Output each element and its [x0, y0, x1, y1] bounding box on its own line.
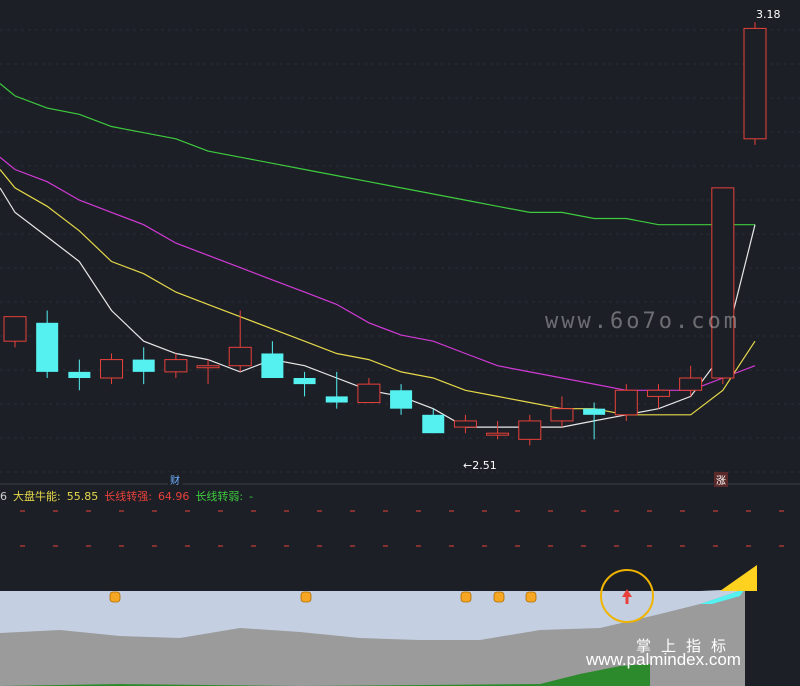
candle-body-up [453, 420, 477, 428]
watermark-brand-url: www.palmindex.com [586, 650, 741, 669]
longline-strong-value: 64.96 [157, 490, 190, 503]
candle-body-down [325, 396, 348, 403]
candle-body-up [679, 377, 703, 391]
hand-icon [300, 591, 312, 603]
low-price-label: ←2.51 [463, 459, 497, 472]
hand-icon [525, 591, 537, 603]
candle-body-up [550, 408, 574, 422]
candle-body-down [583, 408, 606, 415]
indicator-bar: 6 大盘牛能: 55.85 长线转强: 64.96 长线转弱: - [0, 488, 259, 504]
band-green [0, 664, 650, 686]
indicator-prefix: 6 [0, 490, 7, 503]
candle-body-up [3, 316, 27, 342]
longline-weak-label: 长线转弱: [195, 490, 244, 503]
event-tag-zhang[interactable]: 涨 [714, 472, 728, 487]
candle-body-down [293, 378, 316, 385]
candlesticks [3, 22, 767, 446]
candle-body-up [486, 432, 510, 436]
candle-body-up [196, 365, 220, 369]
dapan-value: 55.85 [66, 490, 99, 503]
high-price-label: 3.18 [756, 8, 781, 21]
candle-body-up [357, 383, 381, 404]
band-gray [0, 589, 745, 686]
candle-body-down [68, 371, 91, 378]
longline-strong-label: 长线转强: [104, 490, 152, 503]
up-arrow-icon [622, 589, 632, 604]
watermark-main: www.6o7o.com [545, 309, 740, 334]
indicator-dash-lines [20, 510, 784, 547]
candle-body-down [422, 414, 445, 434]
candle-body-down [36, 322, 59, 372]
watermark-brand-cn: 掌上指标 [636, 637, 737, 655]
hand-icon [493, 591, 505, 603]
ma_green-line [0, 83, 755, 226]
candle-body-down [261, 353, 284, 378]
hand-icon [109, 591, 121, 603]
candle-body-up [743, 27, 767, 140]
candle-body-up [228, 346, 252, 367]
candle-body-up [614, 389, 638, 416]
candle-body-down [390, 390, 413, 409]
longline-weak-value: - [249, 490, 254, 503]
event-tag-cai[interactable]: 财 [168, 472, 182, 487]
indicator-area [0, 565, 757, 686]
hand-icon [460, 591, 472, 603]
candle-body-up [518, 420, 542, 440]
candle-body-down [132, 359, 155, 372]
dapan-label: 大盘牛能: [13, 490, 61, 503]
candle-body-up [100, 359, 124, 379]
ma_magenta-line [0, 156, 756, 391]
candle-body-up [164, 359, 188, 373]
yellow-triangle [720, 565, 757, 591]
band-cyan [700, 589, 745, 604]
highlight-circle [600, 569, 654, 623]
candle-body-up [711, 187, 735, 379]
candle-body-up [646, 389, 670, 397]
